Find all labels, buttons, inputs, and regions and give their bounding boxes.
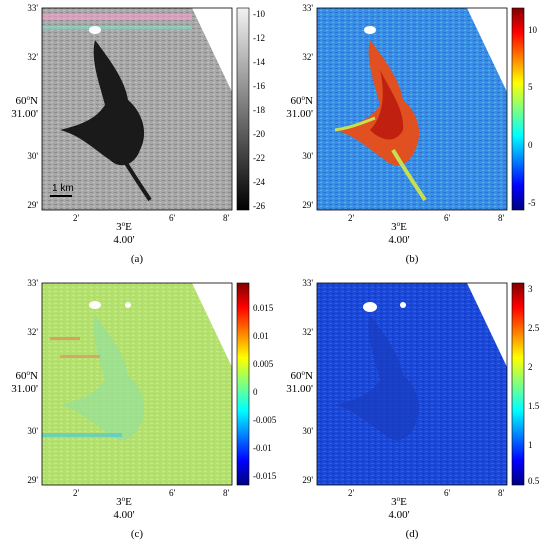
plot-frame: [41, 282, 233, 486]
plot-frame: [316, 7, 508, 211]
panel-d-figure: 33' 32' 30' 29' 60oN 31.00' 2' 6' 8' 3oE…: [286, 278, 540, 540]
y-tick: 31.00': [11, 383, 38, 395]
colorbar-tick: 3: [528, 284, 533, 294]
y-tick: 29': [302, 475, 313, 485]
colorbar-tick: -14: [253, 57, 265, 67]
panel-d: 33' 32' 30' 29' 60oN 31.00' 2' 6' 8' 3oE…: [275, 275, 550, 550]
colorbar-tick: 10: [528, 25, 538, 35]
panel-caption: (d): [406, 528, 419, 540]
y-tick: 29': [27, 200, 38, 210]
colorbar: [236, 7, 250, 211]
colorbar-tick: 1: [528, 440, 533, 450]
colorbar-tick: -16: [253, 81, 265, 91]
scale-bar-label: 1 km: [52, 183, 74, 194]
colorbar-tick: -24: [253, 177, 265, 187]
y-tick: 30': [302, 151, 313, 161]
colorbar-tick: 1.5: [528, 401, 540, 411]
y-tick: 30': [27, 426, 38, 436]
panel-caption: (c): [131, 528, 144, 540]
sar-image: [42, 8, 232, 210]
colorbar-tick: 0: [253, 387, 258, 397]
colorbar-tick: 2.5: [528, 323, 540, 333]
x-tick: 6': [169, 213, 176, 223]
colorbar-tick: 0.01: [253, 331, 269, 341]
x-tick: 2': [73, 213, 80, 223]
colorbar-tick: -20: [253, 129, 265, 139]
y-tick: 32': [302, 327, 313, 337]
colorbar-tick: -0.01: [253, 443, 272, 453]
y-tick: 33': [27, 278, 38, 288]
panel-c: 33' 32' 30' 29' 60oN 31.00' 2' 6' 8' 3oE…: [0, 275, 277, 550]
y-tick: 29': [27, 475, 38, 485]
x-axis-label: 3oE: [116, 220, 132, 233]
x-tick: 4.00': [113, 234, 134, 246]
x-tick: 4.00': [113, 509, 134, 521]
colorbar-tick: 2: [528, 362, 533, 372]
colorbar-tick: 5: [528, 82, 533, 92]
polarimetric-image: [42, 283, 232, 485]
x-tick: 8': [223, 213, 230, 223]
colorbar-tick: -18: [253, 105, 265, 115]
x-tick: 6': [444, 213, 451, 223]
colorbar-tick: 0.015: [253, 303, 274, 313]
y-tick: 30': [302, 426, 313, 436]
y-axis-label: 60oN: [16, 369, 39, 382]
x-axis-label: 3oE: [116, 495, 132, 508]
colorbar-tick: 0.005: [253, 359, 274, 369]
y-tick: 33': [302, 278, 313, 288]
x-tick: 6': [444, 488, 451, 498]
colorbar-tick: 0: [528, 140, 533, 150]
panel-c-figure: 33' 32' 30' 29' 60oN 31.00' 2' 6' 8' 3oE…: [11, 278, 277, 540]
polarimetric-image: [317, 283, 507, 485]
y-tick: 31.00': [286, 108, 313, 120]
colorbar-tick: -26: [253, 201, 265, 211]
y-tick: 31.00': [286, 383, 313, 395]
colorbar: [236, 282, 250, 486]
y-tick: 30': [27, 151, 38, 161]
polarimetric-image: [317, 8, 507, 210]
plot-frame: [41, 7, 233, 211]
x-tick: 2': [73, 488, 80, 498]
colorbar: [511, 7, 525, 211]
panel-caption: (a): [131, 253, 144, 265]
x-tick: 6': [169, 488, 176, 498]
x-tick: 8': [223, 488, 230, 498]
x-tick: 2': [348, 488, 355, 498]
y-axis-label: 60oN: [291, 369, 314, 382]
x-axis-label: 3oE: [391, 495, 407, 508]
x-tick: 2': [348, 213, 355, 223]
panel-a-figure: 1 km 33' 32' 30' 29' 60oN 31.00' 2' 6' 8…: [11, 3, 265, 265]
colorbar-tick: -22: [253, 153, 265, 163]
colorbar-tick: -10: [253, 9, 265, 19]
x-tick: 4.00': [388, 234, 409, 246]
colorbar-tick: 0.5: [528, 476, 540, 486]
colorbar-tick: -12: [253, 33, 265, 43]
plot-frame: [316, 282, 508, 486]
panel-b-figure: 33' 32' 30' 29' 60oN 31.00' 2' 6' 8' 3oE…: [286, 3, 538, 265]
y-tick: 33': [302, 3, 313, 13]
x-tick: 8': [498, 213, 505, 223]
x-tick: 8': [498, 488, 505, 498]
y-axis-label: 60oN: [16, 94, 39, 107]
x-axis-label: 3oE: [391, 220, 407, 233]
colorbar: [511, 282, 525, 486]
y-tick: 31.00': [11, 108, 38, 120]
panel-a: 1 km 33' 32' 30' 29' 60oN 31.00' 2' 6' 8…: [0, 0, 275, 275]
colorbar-tick: -0.005: [253, 415, 277, 425]
x-tick: 4.00': [388, 509, 409, 521]
y-tick: 32': [302, 52, 313, 62]
y-tick: 33': [27, 3, 38, 13]
panel-caption: (b): [406, 253, 419, 265]
y-tick: 32': [27, 52, 38, 62]
y-axis-label: 60oN: [291, 94, 314, 107]
colorbar-tick: -0.015: [253, 471, 277, 481]
panel-b: 33' 32' 30' 29' 60oN 31.00' 2' 6' 8' 3oE…: [275, 0, 550, 275]
y-tick: 32': [27, 327, 38, 337]
colorbar-tick: -5: [528, 198, 536, 208]
y-tick: 29': [302, 200, 313, 210]
